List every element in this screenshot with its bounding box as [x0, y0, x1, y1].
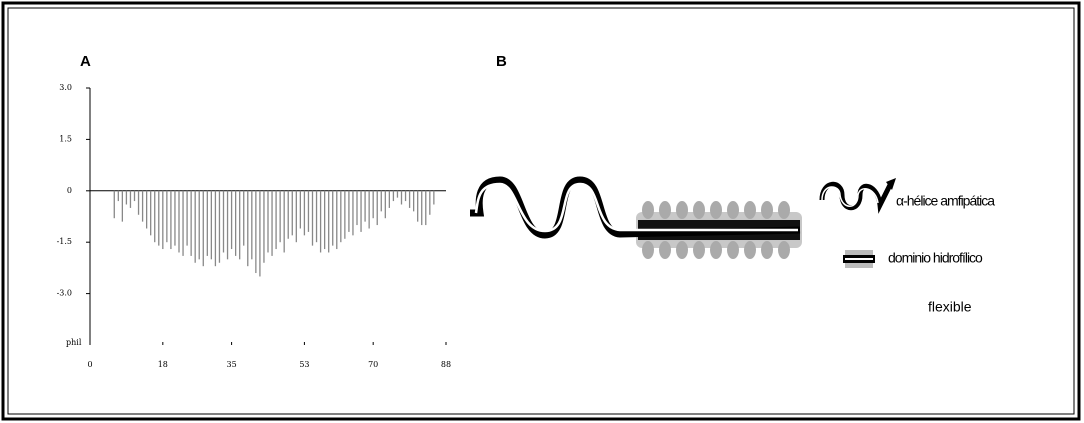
domain-blobs — [642, 201, 790, 259]
legend-text: dominio hidrofílico — [888, 250, 983, 266]
y-tick-label: -3.0 — [57, 289, 72, 298]
x-tick-label: 70 — [368, 360, 378, 369]
panel-label: B — [496, 53, 507, 70]
diagram — [470, 176, 896, 268]
y-tick-label: -1.5 — [57, 237, 72, 246]
x-tick-label: 35 — [226, 360, 236, 369]
frame-inner — [7, 7, 1075, 415]
y-tick-label: 3.0 — [59, 83, 72, 92]
legend-text: α-hélice amfipática — [896, 193, 995, 209]
x-tick-label: 88 — [441, 360, 451, 369]
helix-inner — [474, 182, 798, 233]
helix — [470, 176, 801, 239]
x-tick-label: 18 — [158, 360, 168, 369]
y-axis-label: phil — [66, 338, 82, 347]
x-tick-label: 0 — [87, 360, 92, 369]
legend-helix-inner — [821, 186, 879, 207]
panel-label: A — [80, 53, 91, 70]
note: flexible — [928, 299, 972, 315]
legend-arrow — [886, 178, 896, 190]
legend-helix — [819, 181, 893, 214]
y-tick-label: 0 — [67, 186, 72, 195]
x-tick-label: 53 — [299, 360, 309, 369]
y-tick-label: 1.5 — [59, 134, 72, 143]
